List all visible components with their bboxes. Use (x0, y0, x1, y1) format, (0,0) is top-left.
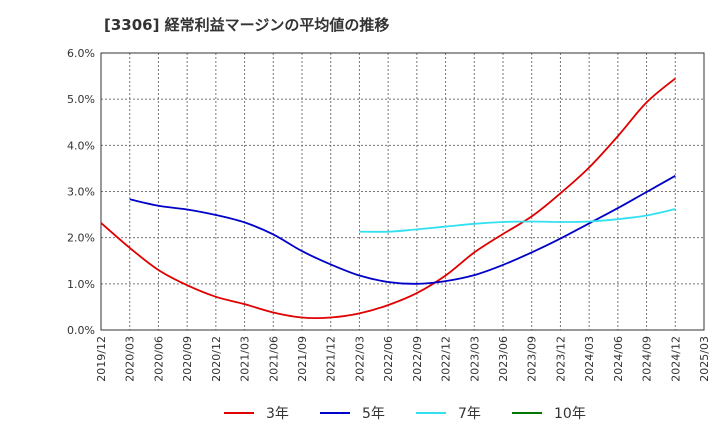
legend-label: 10年 (554, 406, 586, 422)
x-tick-label: 2025/03 (698, 336, 711, 382)
x-tick-label: 2024/09 (641, 336, 654, 382)
y-tick-label: 3.0% (67, 186, 95, 199)
axes (100, 52, 705, 331)
x-tick-label: 2024/06 (612, 336, 625, 382)
x-tick-label: 2022/09 (411, 336, 424, 382)
legend-label: 5年 (362, 406, 385, 422)
series-lines (100, 77, 676, 319)
y-tick-label: 0.0% (67, 324, 95, 337)
y-tick-labels: 0.0% 1.0% 2.0% 3.0% 4.0% 5.0% 6.0% (67, 47, 95, 337)
x-tick-label: 2020/09 (181, 336, 194, 382)
y-tick-label: 6.0% (67, 47, 95, 60)
y-tick-label: 1.0% (67, 278, 95, 291)
x-tick-label: 2021/12 (325, 336, 338, 382)
x-tick-labels: 2019/12 2020/03 2020/06 2020/09 2020/12 2021/… (95, 336, 711, 382)
x-tick-label: 2022/06 (382, 336, 395, 382)
x-tick-label: 2023/09 (526, 336, 539, 382)
x-tick-label: 2019/12 (95, 336, 108, 382)
x-tick-label: 2023/06 (497, 336, 510, 382)
x-tick-label: 2023/12 (554, 336, 567, 382)
x-tick-label: 2020/06 (152, 336, 165, 382)
x-tick-label: 2023/03 (468, 336, 481, 382)
grid-lines (101, 52, 704, 330)
y-tick-label: 5.0% (67, 93, 95, 106)
x-tick-label: 2020/12 (210, 336, 223, 382)
x-tick-label: 2021/03 (239, 336, 252, 382)
series-line-1 (100, 77, 676, 319)
x-tick-label: 2022/03 (353, 336, 366, 382)
y-tick-label: 4.0% (67, 139, 95, 152)
y-tick-label: 2.0% (67, 232, 95, 245)
x-tick-label: 2021/09 (296, 336, 309, 382)
legend-label: 7年 (458, 406, 481, 422)
chart-title: [3306] 経常利益マージンの平均値の推移 (104, 16, 390, 34)
plot-frame (100, 52, 705, 331)
series-line-3 (359, 208, 676, 233)
x-tick-label: 2021/06 (267, 336, 280, 382)
x-tick-label: 2022/12 (440, 336, 453, 382)
x-tick-label: 2020/03 (124, 336, 137, 382)
x-tick-label: 2024/03 (583, 336, 596, 382)
legend-label: 3年 (266, 406, 289, 422)
legend: 3年 5年 7年 10年 (224, 406, 586, 422)
series-line-2 (129, 175, 676, 285)
x-tick-label: 2024/12 (669, 336, 682, 382)
